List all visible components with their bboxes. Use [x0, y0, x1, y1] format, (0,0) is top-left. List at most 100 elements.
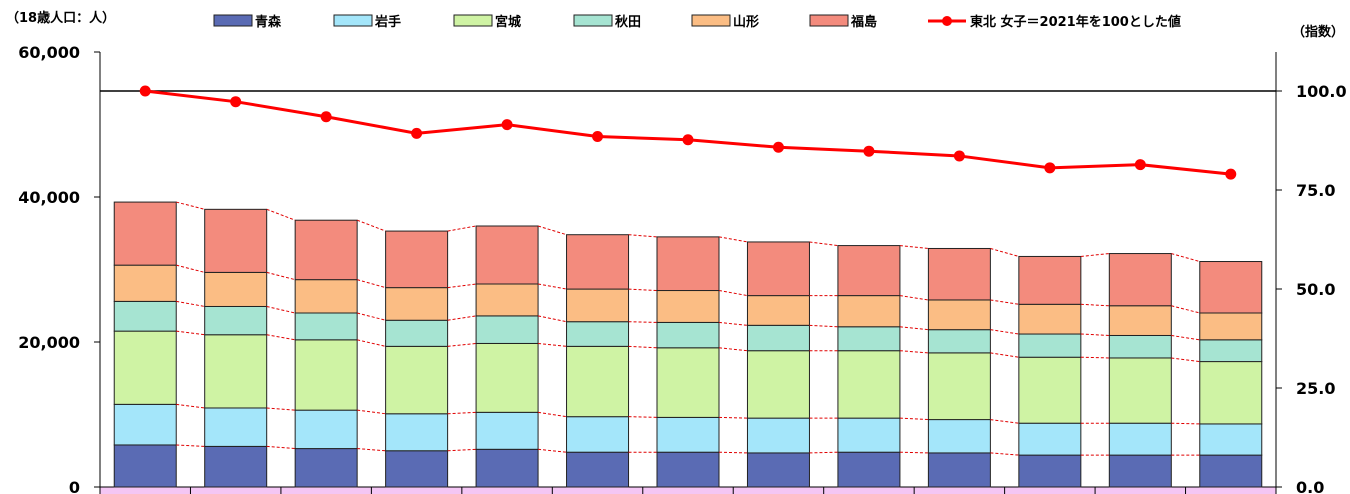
- bar-segment: [927, 329, 991, 354]
- bar-segment: [927, 419, 991, 454]
- bar-segment: [1018, 303, 1082, 335]
- bar-segment: [1108, 454, 1172, 488]
- index-line: [145, 89, 1231, 176]
- bar-segment: [204, 407, 268, 447]
- bar-segment: [1108, 305, 1172, 336]
- series-connector-line: [990, 299, 1019, 305]
- series-connector-line: [537, 283, 567, 290]
- bar-segment: [927, 352, 991, 421]
- bar-segment: [1199, 423, 1263, 456]
- right-tick-label: 75.0: [1296, 181, 1335, 200]
- bar-segment: [837, 417, 901, 453]
- series-connector-line: [176, 300, 205, 307]
- index-point: [139, 85, 151, 97]
- bar-segment: [113, 330, 177, 405]
- series-connector-line: [357, 409, 386, 415]
- series-connector-line: [628, 321, 658, 323]
- series-connector-line: [1171, 357, 1200, 363]
- index-point: [1225, 168, 1237, 180]
- series-connector-line: [266, 305, 296, 314]
- bar-segment: [1199, 312, 1263, 341]
- legend-label: 東北 女子＝2021年を100とした値: [970, 14, 1181, 30]
- bar-segment: [746, 324, 810, 352]
- left-tick-label: 60,000: [18, 43, 80, 62]
- bar-segment: [1108, 334, 1172, 359]
- bar-segment: [385, 450, 449, 488]
- plot-area: 0 20,000 40,000 60,000 0.0 25.0 50.0 75.0 100.0: [18, 43, 1347, 494]
- series-connector-line: [266, 407, 296, 411]
- right-tick-label: 100.0: [1296, 82, 1347, 101]
- series-connector-line: [176, 403, 205, 409]
- bar-segment: [385, 413, 449, 452]
- series-connector-line: [357, 339, 386, 347]
- bar-segment: [294, 448, 358, 488]
- bar-segment: [1018, 454, 1082, 488]
- bar-segment: [837, 451, 901, 488]
- series-connector-line: [990, 419, 1019, 424]
- series-connector-line: [990, 352, 1019, 358]
- series-connector-line: [990, 247, 1019, 257]
- legend-line-marker: [942, 16, 952, 26]
- series-connector-line: [538, 411, 567, 418]
- index-point: [592, 131, 604, 143]
- bar-segment: [385, 345, 449, 415]
- right-axis-unit-label: （指数）: [1292, 24, 1344, 40]
- bar-segment: [294, 409, 358, 450]
- series-connector-line: [447, 411, 477, 415]
- legend-swatch: [691, 14, 731, 27]
- series-connector-line: [1171, 334, 1200, 341]
- series-connector-line: [447, 315, 477, 321]
- right-tick-label: 50.0: [1296, 280, 1335, 299]
- series-connector-line: [1080, 303, 1110, 307]
- legend-swatch: [333, 14, 373, 27]
- series-connector-line: [899, 245, 929, 249]
- bar-segment: [656, 347, 720, 418]
- bar-segment: [746, 295, 810, 326]
- index-point: [682, 134, 694, 146]
- series-connector-line: [447, 283, 477, 289]
- bar-segment: [1199, 454, 1263, 488]
- series-connector-line: [718, 347, 748, 352]
- bar-segment: [746, 452, 810, 488]
- bar-segment: [113, 403, 177, 446]
- bar-segment: [204, 445, 268, 488]
- series-connector-line: [1080, 356, 1110, 359]
- bar-segment: [1199, 361, 1263, 425]
- series-connector-line: [266, 445, 296, 450]
- series-connector-line: [537, 315, 567, 323]
- series-connector-line: [176, 444, 205, 447]
- series-connector-line: [718, 416, 748, 419]
- series-connector-line: [1080, 333, 1110, 336]
- bar-segment: [294, 312, 358, 341]
- series-connector-line: [537, 225, 567, 236]
- left-tick-label: 0: [69, 478, 80, 494]
- legend-label: 山形: [733, 14, 759, 30]
- series-connector-line: [1171, 305, 1200, 314]
- legend-label: 福島: [850, 14, 877, 30]
- left-tick-label: 20,000: [18, 333, 80, 352]
- bar-segment: [656, 416, 720, 453]
- series-connector-line: [809, 241, 838, 247]
- bar-segment: [656, 321, 720, 349]
- series-connector-line: [628, 234, 658, 238]
- bar-segment: [656, 290, 720, 323]
- bar-segment: [1018, 422, 1082, 456]
- index-point: [1134, 159, 1146, 171]
- series-connector-line: [718, 236, 748, 243]
- bar-segment: [837, 326, 901, 352]
- bar-segment: [927, 299, 991, 331]
- index-point: [863, 145, 875, 157]
- bar-segment: [1108, 357, 1172, 424]
- series-connector-line: [266, 208, 296, 221]
- series-connector-line: [628, 416, 658, 418]
- bar-segment: [566, 288, 630, 323]
- series-connector-line: [718, 290, 748, 297]
- series-connector-line: [357, 279, 386, 289]
- series-connector-line: [266, 334, 296, 341]
- series-connector-line: [718, 321, 748, 326]
- bar-segment: [475, 225, 539, 285]
- bar-segment: [566, 416, 630, 453]
- series-connector-line: [809, 324, 838, 328]
- bar-segment: [1199, 261, 1263, 314]
- index-point: [1044, 162, 1056, 174]
